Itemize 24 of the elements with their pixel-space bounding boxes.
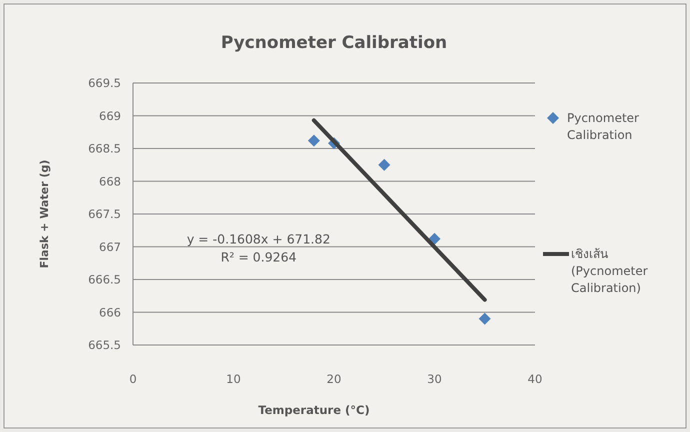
annotation: y = -0.1608x + 671.82: [186, 231, 330, 246]
y-tick-label: 669.5: [88, 76, 121, 90]
y-tick-label: 668: [99, 174, 121, 188]
y-tick-label: 666: [99, 305, 121, 320]
y-tick-label: 669: [99, 108, 121, 123]
y-tick-label: 667: [99, 240, 121, 254]
x-tick-label: 20: [326, 372, 342, 386]
legend-label: Pycnometer Calibration: [567, 111, 640, 142]
y-axis-title: Flask + Water (g): [38, 160, 51, 268]
point: [378, 158, 390, 171]
annotation: R² = 0.9264: [220, 249, 297, 264]
y-tick-label: 666.5: [88, 272, 121, 286]
x-tick-label: 40: [528, 372, 542, 386]
legend-label: เชิงเส้น (Pycnometer Calibration): [571, 247, 648, 295]
x-tick-label: 10: [226, 372, 241, 386]
point: [308, 134, 320, 147]
chart-title: Pycnometer Calibration: [220, 33, 448, 53]
y-tick-label: 668.5: [88, 142, 121, 156]
x-tick-label: 30: [427, 372, 442, 386]
x-axis-title: Temperature (°C): [258, 403, 370, 417]
y-tick-label: 667.5: [88, 207, 121, 221]
point: [478, 312, 491, 325]
y-tick-label: 665.5: [88, 338, 121, 352]
x-tick-label: 0: [129, 372, 137, 386]
